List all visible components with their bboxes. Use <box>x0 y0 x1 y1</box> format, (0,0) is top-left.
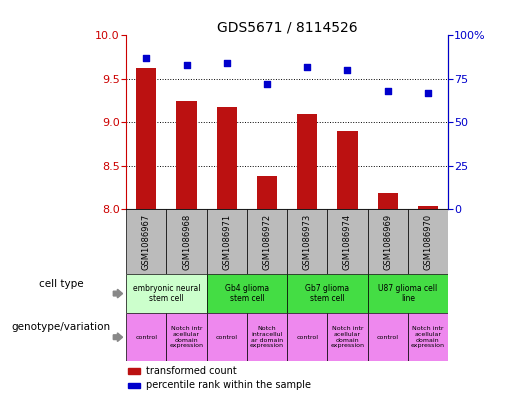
Bar <box>166 313 207 361</box>
Text: GSM1086972: GSM1086972 <box>263 213 271 270</box>
Text: Notch intr
acellular
domain
expression: Notch intr acellular domain expression <box>331 326 365 348</box>
Bar <box>377 193 398 209</box>
Bar <box>368 209 408 274</box>
Text: Gb4 glioma
stem cell: Gb4 glioma stem cell <box>225 284 269 303</box>
Text: control: control <box>296 335 318 340</box>
Bar <box>126 209 166 274</box>
Text: GSM1086970: GSM1086970 <box>423 213 433 270</box>
Point <box>222 60 231 66</box>
Bar <box>408 313 448 361</box>
Point <box>344 67 352 73</box>
Text: GSM1086974: GSM1086974 <box>343 213 352 270</box>
Bar <box>177 101 197 209</box>
Text: Notch intr
acellular
domain
expression: Notch intr acellular domain expression <box>411 326 445 348</box>
Bar <box>166 209 207 274</box>
Bar <box>337 131 357 209</box>
Text: genotype/variation: genotype/variation <box>11 322 111 332</box>
Text: percentile rank within the sample: percentile rank within the sample <box>146 380 312 390</box>
Text: Notch
intracellul
ar domain
expression: Notch intracellul ar domain expression <box>250 326 284 348</box>
Bar <box>287 209 328 274</box>
Text: Notch intr
acellular
domain
expression: Notch intr acellular domain expression <box>169 326 203 348</box>
Text: embryonic neural
stem cell: embryonic neural stem cell <box>133 284 200 303</box>
Text: GSM1086973: GSM1086973 <box>303 213 312 270</box>
Bar <box>368 313 408 361</box>
Text: U87 glioma cell
line: U87 glioma cell line <box>378 284 437 303</box>
Bar <box>287 313 328 361</box>
Point <box>142 55 150 61</box>
Bar <box>408 209 448 274</box>
Bar <box>207 274 287 313</box>
Bar <box>418 206 438 209</box>
Bar <box>328 209 368 274</box>
Bar <box>128 368 140 374</box>
Text: GSM1086969: GSM1086969 <box>383 213 392 270</box>
Point <box>424 90 432 96</box>
Text: GSM1086971: GSM1086971 <box>222 213 231 270</box>
Title: GDS5671 / 8114526: GDS5671 / 8114526 <box>217 20 357 34</box>
Bar <box>217 107 237 209</box>
Text: GSM1086968: GSM1086968 <box>182 213 191 270</box>
Bar <box>207 209 247 274</box>
Point <box>303 64 312 70</box>
Point <box>182 62 191 68</box>
Bar <box>126 274 207 313</box>
Bar <box>328 313 368 361</box>
Point <box>384 88 392 94</box>
Bar <box>128 383 140 388</box>
Bar <box>257 176 277 209</box>
Bar <box>297 114 317 209</box>
Text: control: control <box>376 335 399 340</box>
Bar <box>247 209 287 274</box>
Bar <box>136 68 157 209</box>
Bar <box>368 274 448 313</box>
Text: transformed count: transformed count <box>146 366 237 376</box>
Bar <box>126 313 166 361</box>
Text: control: control <box>216 335 238 340</box>
Text: Gb7 glioma
stem cell: Gb7 glioma stem cell <box>305 284 349 303</box>
Bar <box>207 313 247 361</box>
Bar <box>287 274 368 313</box>
Point <box>263 81 271 87</box>
Bar <box>247 313 287 361</box>
Text: GSM1086967: GSM1086967 <box>142 213 151 270</box>
Text: cell type: cell type <box>39 279 83 289</box>
Text: control: control <box>135 335 157 340</box>
